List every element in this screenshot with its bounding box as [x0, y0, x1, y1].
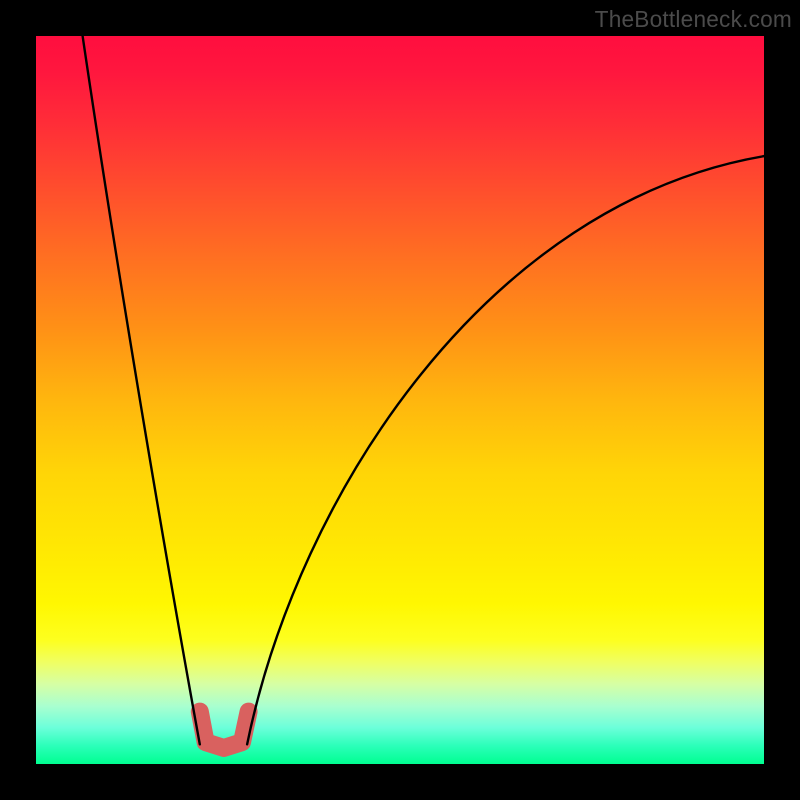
left-branch [83, 36, 200, 744]
curve-layer [36, 36, 764, 764]
plot-area [36, 36, 764, 764]
right-branch [247, 156, 764, 744]
chart-frame: TheBottleneck.com [0, 0, 800, 800]
watermark-text: TheBottleneck.com [595, 6, 792, 33]
trough-marker [200, 712, 249, 748]
